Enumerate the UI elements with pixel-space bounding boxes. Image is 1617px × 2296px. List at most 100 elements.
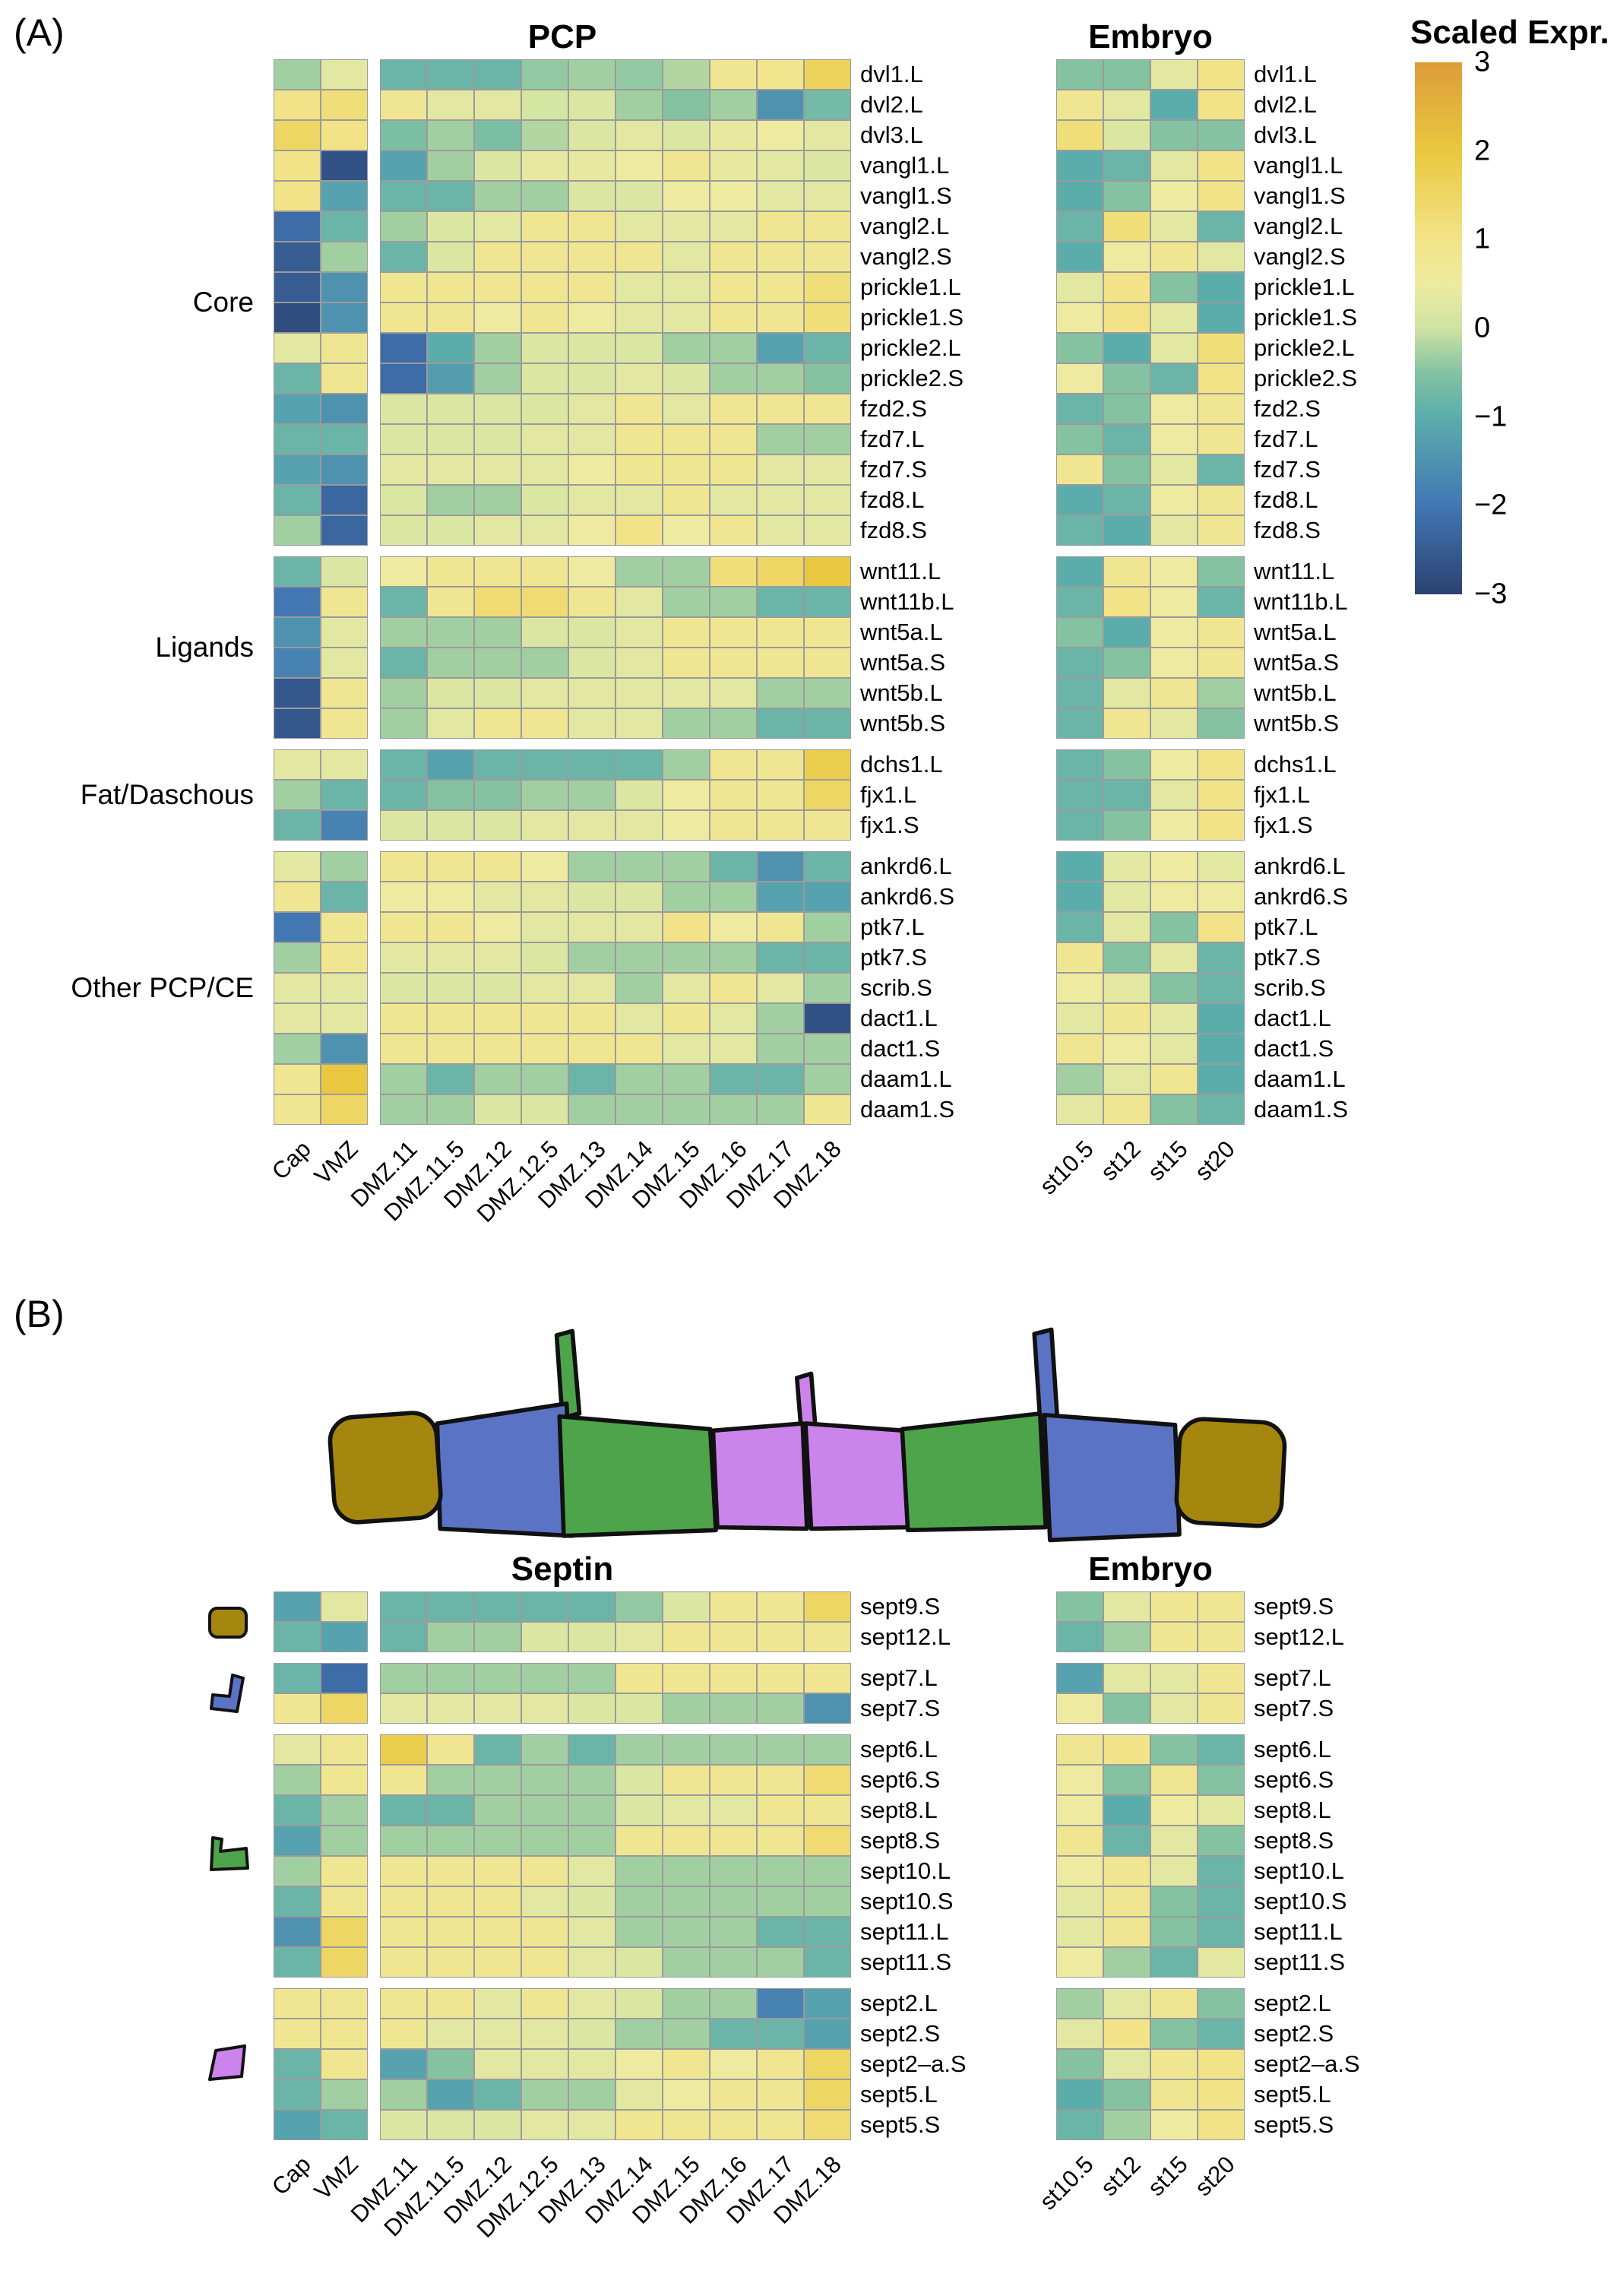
heatmap-cell bbox=[1198, 1064, 1245, 1094]
heatmap-cell bbox=[757, 556, 804, 587]
heatmap-cell bbox=[615, 708, 663, 739]
heatmap-cell bbox=[1056, 1917, 1103, 1947]
gene-row-label: ankrd6.S bbox=[860, 883, 955, 910]
gene-row-label: scrib.S bbox=[860, 974, 932, 1001]
heatmap-cell bbox=[474, 810, 521, 841]
heatmap-cell bbox=[757, 1734, 804, 1765]
heatmap-cell bbox=[710, 485, 757, 515]
heatmap-cell bbox=[380, 515, 427, 546]
heatmap-cell bbox=[274, 587, 321, 617]
heatmap-cell bbox=[757, 394, 804, 424]
heatmap-cell bbox=[615, 1003, 663, 1034]
heatmap-cell bbox=[1198, 1856, 1245, 1886]
heatmap-cell bbox=[521, 1064, 568, 1094]
heatmap-cell bbox=[1150, 648, 1198, 678]
heatmap-column-block bbox=[380, 749, 851, 841]
heatmap-cell bbox=[521, 1094, 568, 1125]
heatmap-cell bbox=[615, 302, 663, 333]
legend-tick-label: −2 bbox=[1474, 489, 1508, 521]
heatmap-cell bbox=[615, 749, 663, 780]
heatmap-cell bbox=[757, 2049, 804, 2079]
heatmap-cell bbox=[757, 1856, 804, 1886]
heatmap-cell bbox=[1103, 708, 1150, 739]
heatmap-cell bbox=[1150, 424, 1198, 454]
heatmap-cell bbox=[521, 708, 568, 739]
heatmap-cell bbox=[1103, 648, 1150, 678]
heatmap-column-block bbox=[1056, 556, 1245, 739]
heatmap-cell bbox=[321, 678, 368, 708]
heatmap-cell bbox=[1103, 59, 1150, 90]
heatmap-cell bbox=[710, 272, 757, 302]
heatmap-cell bbox=[804, 1003, 851, 1034]
heatmap-cell bbox=[521, 1622, 568, 1652]
heatmap-cell bbox=[274, 1917, 321, 1947]
heatmap-cell bbox=[710, 882, 757, 912]
heatmap-cell bbox=[274, 1988, 321, 2019]
heatmap-cell bbox=[710, 617, 757, 648]
heatmap-cell bbox=[663, 1003, 710, 1034]
heatmap-cell bbox=[274, 708, 321, 739]
heatmap-column-block bbox=[380, 851, 851, 1125]
heatmap-cell bbox=[710, 1064, 757, 1094]
heatmap-cell bbox=[380, 749, 427, 780]
heatmap-cell bbox=[757, 942, 804, 973]
heatmap-cell bbox=[568, 2049, 615, 2079]
x-axis-labels: st10.5 st12 st15 st20 bbox=[1034, 1129, 1245, 1281]
heatmap-cell bbox=[568, 556, 615, 587]
heatmap-group-block bbox=[1056, 1591, 1245, 1652]
gene-row-label: fzd7.S bbox=[860, 456, 927, 483]
heatmap-cell bbox=[1056, 454, 1103, 485]
heatmap-cell bbox=[274, 515, 321, 546]
heatmap-cell bbox=[1103, 780, 1150, 810]
schematic-blue-right bbox=[1042, 1412, 1182, 1543]
heatmap-cell bbox=[568, 272, 615, 302]
gene-row-label-group: sept9.S sept12.L bbox=[860, 1591, 967, 1652]
heatmap-cell bbox=[1150, 851, 1198, 882]
heatmap-column-block bbox=[274, 851, 368, 1125]
heatmap-cell bbox=[521, 424, 568, 454]
heatmap-cell bbox=[1198, 120, 1245, 150]
gene-row-label: prickle2.S bbox=[860, 365, 964, 391]
gene-row-label: sept2.L bbox=[1254, 1990, 1331, 2016]
heatmap-cell bbox=[568, 882, 615, 912]
heatmap-cell bbox=[427, 515, 474, 546]
heatmap-cell bbox=[521, 1826, 568, 1856]
heatmap-cell bbox=[1103, 1034, 1150, 1064]
heatmap-cell bbox=[1103, 1622, 1150, 1652]
heatmap-cell bbox=[521, 810, 568, 841]
green-region-glyph-icon bbox=[210, 1836, 249, 1871]
heatmap-cell bbox=[1056, 485, 1103, 515]
heatmap-cell bbox=[1103, 882, 1150, 912]
heatmap-cell bbox=[1150, 515, 1198, 546]
row-group-labels-column: Core Ligands Fat/Daschous Other PCP/CE bbox=[15, 59, 274, 1125]
heatmap-cell bbox=[521, 363, 568, 394]
heatmap-cell bbox=[663, 851, 710, 882]
gene-row-label: sept10.S bbox=[1254, 1888, 1347, 1914]
heatmap-cell bbox=[663, 1734, 710, 1765]
heatmap-cell bbox=[615, 617, 663, 648]
heatmap-cell bbox=[1150, 59, 1198, 90]
heatmap-cell bbox=[663, 272, 710, 302]
heatmap-cell bbox=[663, 2110, 710, 2140]
heatmap-cell bbox=[1103, 1693, 1150, 1724]
gene-row-label: dvl1.L bbox=[860, 61, 923, 87]
heatmap-column-block bbox=[380, 59, 851, 546]
heatmap-cell bbox=[1150, 882, 1198, 912]
heatmap-cell bbox=[1056, 749, 1103, 780]
heatmap-cell bbox=[710, 1947, 757, 1978]
heatmap-cell bbox=[321, 2110, 368, 2140]
heatmap-cell bbox=[380, 211, 427, 242]
gene-row-label: sept7.S bbox=[860, 1695, 941, 1721]
heatmap-cell bbox=[380, 648, 427, 678]
heatmap-cell bbox=[663, 678, 710, 708]
heatmap-cell bbox=[1056, 1734, 1103, 1765]
heatmap-cell bbox=[474, 973, 521, 1003]
heatmap-cell bbox=[380, 1003, 427, 1034]
heatmap-group-block bbox=[274, 749, 851, 841]
heatmap-cell bbox=[710, 1663, 757, 1693]
heatmap-cell bbox=[615, 1734, 663, 1765]
heatmap-cell bbox=[1056, 181, 1103, 211]
heatmap-cell bbox=[1198, 648, 1245, 678]
heatmap-cell bbox=[274, 1663, 321, 1693]
heatmap-cell bbox=[804, 1693, 851, 1724]
